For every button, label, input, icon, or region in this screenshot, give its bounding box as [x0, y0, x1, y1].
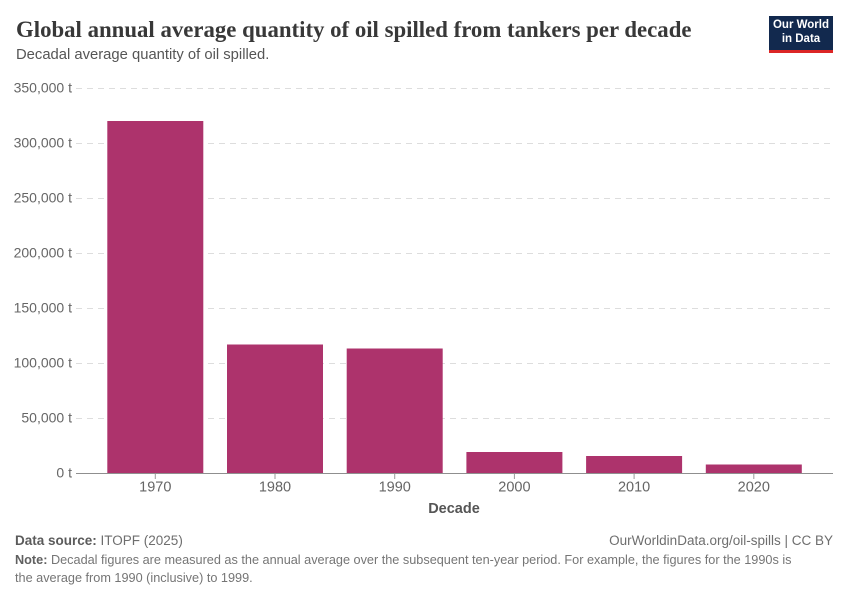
svg-text:50,000 t: 50,000 t — [21, 410, 72, 426]
svg-text:1980: 1980 — [259, 480, 291, 496]
svg-text:2010: 2010 — [618, 480, 650, 496]
svg-text:1970: 1970 — [139, 480, 171, 496]
svg-text:300,000 t: 300,000 t — [14, 135, 72, 151]
svg-text:150,000 t: 150,000 t — [14, 300, 72, 316]
svg-text:Decade: Decade — [428, 501, 480, 517]
svg-text:350,000 t: 350,000 t — [14, 80, 72, 96]
svg-text:100,000 t: 100,000 t — [14, 355, 72, 371]
svg-text:1990: 1990 — [379, 480, 411, 496]
svg-text:2020: 2020 — [738, 480, 770, 496]
svg-text:250,000 t: 250,000 t — [14, 190, 72, 206]
svg-text:2000: 2000 — [498, 480, 530, 496]
svg-text:200,000 t: 200,000 t — [14, 245, 72, 261]
svg-text:0 t: 0 t — [56, 465, 72, 481]
